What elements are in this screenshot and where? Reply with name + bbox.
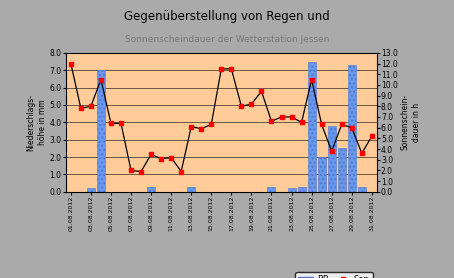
Bar: [287, 188, 296, 192]
Bar: [297, 187, 306, 192]
Bar: [348, 65, 356, 192]
Bar: [147, 187, 155, 192]
Y-axis label: Niederschlags-
höhe in mm: Niederschlags- höhe in mm: [27, 94, 47, 151]
Bar: [267, 187, 276, 192]
Bar: [308, 61, 316, 192]
Legend: RR, Son: RR, Son: [295, 272, 373, 278]
Text: Sonnenscheindauer der Wetterstation Jessen: Sonnenscheindauer der Wetterstation Jess…: [125, 35, 329, 44]
Bar: [97, 70, 105, 192]
Bar: [338, 148, 346, 192]
Y-axis label: Sonnenschein-
dauer in h: Sonnenschein- dauer in h: [400, 94, 421, 150]
Bar: [87, 188, 95, 192]
Bar: [328, 126, 336, 192]
Text: Gegenüberstellung von Regen und: Gegenüberstellung von Regen und: [124, 10, 330, 23]
Bar: [187, 187, 195, 192]
Bar: [358, 187, 366, 192]
Bar: [318, 157, 326, 192]
